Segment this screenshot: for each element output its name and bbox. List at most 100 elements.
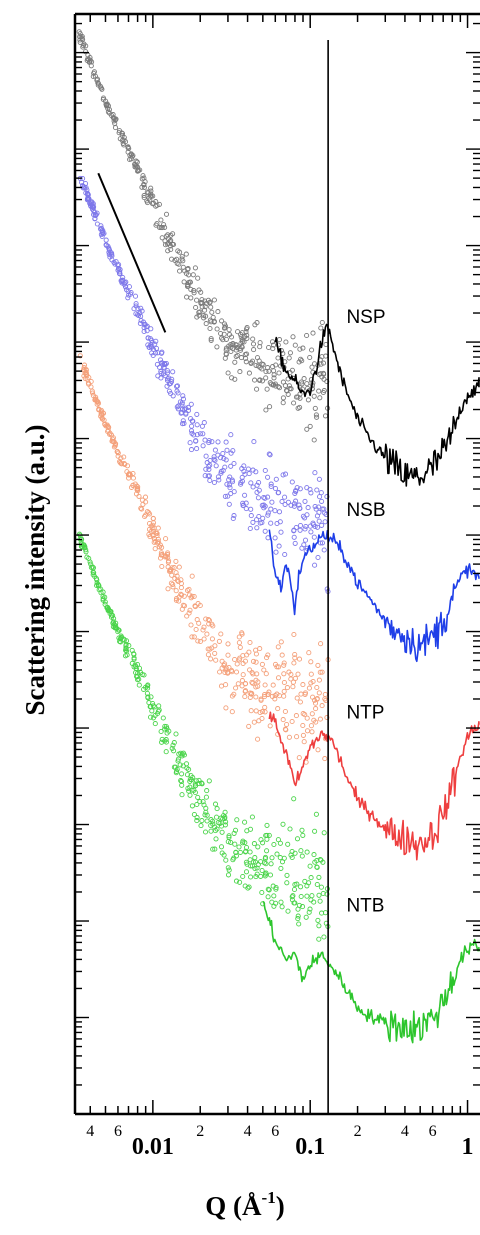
data-point-nsb	[190, 418, 196, 424]
data-point-ntp	[114, 449, 120, 455]
data-point-nsp	[125, 149, 131, 155]
data-point-ntb	[129, 660, 135, 666]
data-point-nsp	[283, 339, 289, 345]
data-point-ntb	[175, 756, 181, 762]
data-point-ntb	[135, 670, 141, 676]
data-point-nsb	[165, 376, 171, 382]
data-point-ntp	[212, 650, 218, 656]
data-point-nsp	[311, 393, 317, 399]
data-point-ntb	[87, 559, 93, 565]
data-point-nsp	[162, 242, 169, 248]
data-point-ntp	[81, 362, 88, 368]
data-point-ntp	[201, 636, 207, 642]
data-point-ntp	[205, 652, 211, 658]
data-point-nsb	[161, 364, 167, 370]
data-point-ntb	[271, 893, 277, 899]
data-point-ntp	[315, 747, 321, 753]
data-point-ntp	[124, 463, 131, 469]
data-point-nsp	[319, 374, 325, 380]
data-point-ntb	[154, 710, 161, 717]
data-point-nsp	[140, 173, 146, 179]
data-point-nsb	[254, 517, 260, 523]
data-point-ntp	[236, 634, 242, 640]
data-point-nsp	[153, 199, 159, 205]
data-point-ntp	[316, 677, 322, 683]
data-point-ntp	[247, 694, 253, 700]
data-point-ntb	[159, 736, 165, 742]
data-point-nsb	[299, 545, 305, 551]
data-point-ntp	[265, 692, 271, 698]
data-point-ntb	[214, 806, 220, 812]
data-point-ntp	[266, 689, 272, 695]
data-point-nsp	[207, 325, 213, 332]
data-point-nsb	[194, 411, 200, 417]
data-point-nsp	[249, 358, 256, 364]
data-point-ntb	[240, 873, 246, 880]
data-point-nsp	[126, 145, 132, 152]
data-point-nsp	[116, 128, 123, 134]
data-point-ntp	[159, 563, 165, 570]
data-point-nsb	[302, 515, 308, 521]
data-point-ntp	[265, 652, 271, 658]
data-point-nsp	[211, 319, 217, 325]
data-point-ntp	[300, 732, 306, 738]
data-point-ntp	[291, 660, 297, 666]
x-axis-title-close: )	[276, 1191, 285, 1221]
data-point-ntb	[192, 781, 198, 787]
data-point-ntb	[203, 794, 209, 800]
data-point-nsp	[215, 309, 221, 315]
data-point-nsb	[312, 470, 318, 476]
data-point-nsp	[252, 377, 258, 383]
data-point-nsp	[168, 243, 174, 249]
data-point-ntp	[173, 596, 180, 602]
data-point-nsb	[157, 357, 164, 363]
data-point-nsb	[319, 498, 325, 504]
data-point-ntp	[184, 613, 190, 619]
data-point-ntb	[271, 841, 277, 848]
data-point-ntp	[173, 558, 179, 564]
data-point-ntb	[190, 774, 196, 781]
data-point-nsb	[155, 373, 161, 379]
data-point-nsp	[297, 346, 303, 352]
data-point-ntb	[321, 830, 327, 836]
data-point-ntb	[185, 785, 191, 791]
data-point-ntp	[300, 682, 306, 688]
data-point-ntb	[196, 777, 202, 783]
data-point-ntp	[256, 718, 262, 724]
data-point-nsb	[218, 468, 224, 474]
data-point-nsb	[158, 350, 165, 356]
data-point-ntb	[316, 936, 322, 942]
data-point-nsp	[304, 332, 310, 339]
data-point-ntp	[204, 631, 210, 637]
data-point-nsb	[147, 336, 153, 342]
data-point-ntp	[293, 713, 299, 719]
data-point-nsp	[203, 321, 209, 327]
data-point-ntp	[206, 621, 212, 627]
data-point-ntp	[163, 536, 169, 542]
data-point-nsb	[185, 404, 191, 410]
data-point-ntp	[193, 626, 199, 633]
data-point-nsb	[268, 483, 274, 490]
data-point-ntp	[150, 515, 156, 521]
data-point-ntp	[197, 638, 203, 645]
data-point-ntp	[195, 601, 201, 607]
data-point-ntp	[88, 384, 94, 390]
data-point-nsb	[132, 293, 139, 299]
data-point-nsb	[314, 524, 321, 530]
data-point-ntp	[151, 528, 157, 535]
data-point-nsp	[253, 362, 259, 368]
series-line-nsb	[268, 529, 480, 663]
data-point-nsp	[194, 314, 200, 320]
data-point-nsp	[254, 355, 261, 361]
data-point-ntp	[309, 729, 315, 735]
x-tick-label: 1	[462, 1134, 474, 1160]
data-point-nsb	[239, 478, 245, 484]
data-point-ntb	[83, 549, 89, 555]
data-point-ntb	[76, 531, 83, 537]
data-point-nsb	[180, 418, 186, 424]
data-point-ntp	[90, 393, 96, 399]
data-point-ntp	[168, 580, 174, 586]
data-point-ntb	[295, 916, 301, 922]
data-point-ntb	[144, 690, 150, 696]
data-point-ntp	[294, 695, 300, 701]
